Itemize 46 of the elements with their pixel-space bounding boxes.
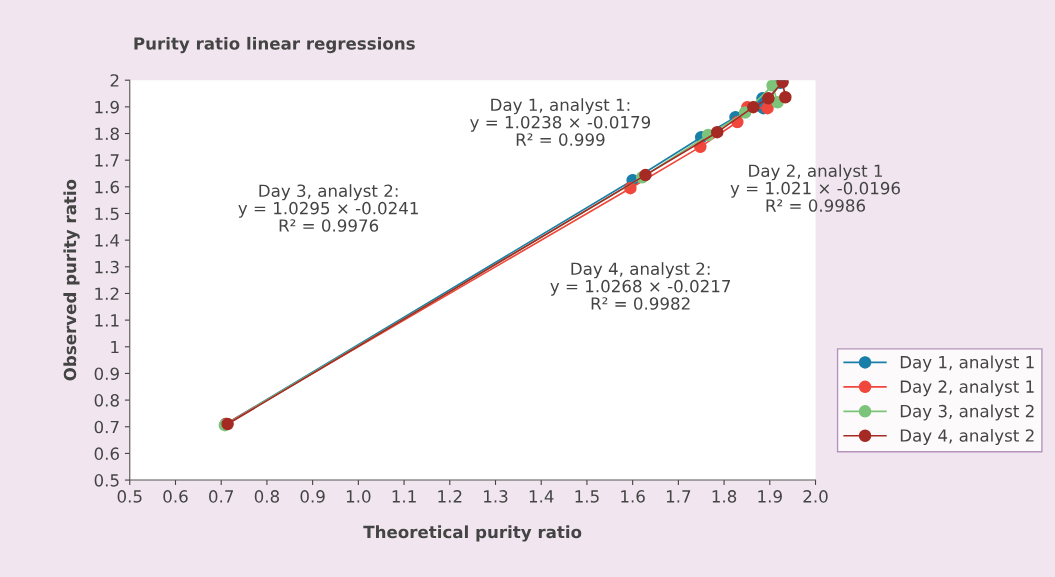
legend-label: Day 3, analyst 2	[900, 404, 1034, 421]
x-tick-label: 1.9	[758, 490, 782, 503]
y-tick-label: 1.8	[95, 127, 119, 141]
chart-title: Purity ratio linear regressions	[134, 36, 415, 54]
legend-label: Day 1, analyst 1	[900, 355, 1034, 372]
x-tick-label: 0.7	[209, 490, 234, 503]
annotation: Day 4, analyst 2: y = 1.0268 × -0.0217 R² = 0.9982	[550, 262, 731, 310]
y-tick-label: 1	[111, 340, 119, 354]
y-tick-label: 1.1	[95, 314, 119, 327]
y-tick-label: 1.5	[95, 207, 119, 221]
y-tick-label: 1.2	[95, 287, 119, 300]
annotation: Day 2, analyst 1 y = 1.021 × -0.0196 R² = 0.9986	[730, 164, 900, 212]
x-tick-label: 0.6	[163, 490, 188, 503]
y-tick-label: 0.6	[94, 447, 119, 460]
x-tick-label: 1.5	[575, 490, 599, 503]
y-tick-label: 1.6	[95, 180, 119, 194]
y-tick-label: 0.7	[94, 420, 119, 434]
x-tick-label: 1.6	[621, 490, 645, 503]
x-tick-label: 1.0	[346, 490, 371, 503]
y-tick-label: 1.7	[95, 154, 119, 167]
x-tick-label: 0.9	[300, 490, 325, 503]
legend-label: Day 4, analyst 2	[900, 428, 1034, 446]
y-tick-label: 0.9	[94, 367, 119, 380]
x-tick-label: 1.8	[712, 490, 737, 503]
y-tick-label: 0.5	[94, 474, 119, 487]
point	[762, 92, 775, 105]
x-tick-label: 1.3	[484, 490, 508, 503]
x-tick-label: 1.4	[529, 490, 554, 503]
x-tick-label: 1.2	[438, 490, 462, 503]
point	[779, 91, 792, 104]
x-tick-label: 2.0	[803, 490, 828, 503]
y-tick-label: 1.3	[95, 260, 119, 274]
y-axis-title: Observed purity ratio	[63, 179, 80, 381]
point	[747, 100, 760, 114]
y-tick-label: 2	[110, 74, 119, 87]
annotation: Day 3, analyst 2: y = 1.0295 × -0.0241 R² = 0.9976	[238, 184, 418, 232]
annotation: Day 1, analyst 1: y = 1.0238 × -0.0179 R² = 0.999	[470, 98, 651, 146]
x-tick-label: 0.8	[254, 490, 280, 503]
y-tick-label: 1.9	[95, 100, 119, 114]
y-tick-label: 1.4	[95, 234, 120, 247]
y-tick-label: 0.8	[94, 394, 119, 407]
x-tick-label: 1.7	[666, 490, 691, 503]
legend-label: Day 2, analyst 1	[900, 380, 1034, 397]
x-axis-title: Theoretical purity ratio	[363, 525, 582, 542]
point	[710, 125, 724, 139]
x-tick-label: 1.1	[392, 490, 416, 503]
